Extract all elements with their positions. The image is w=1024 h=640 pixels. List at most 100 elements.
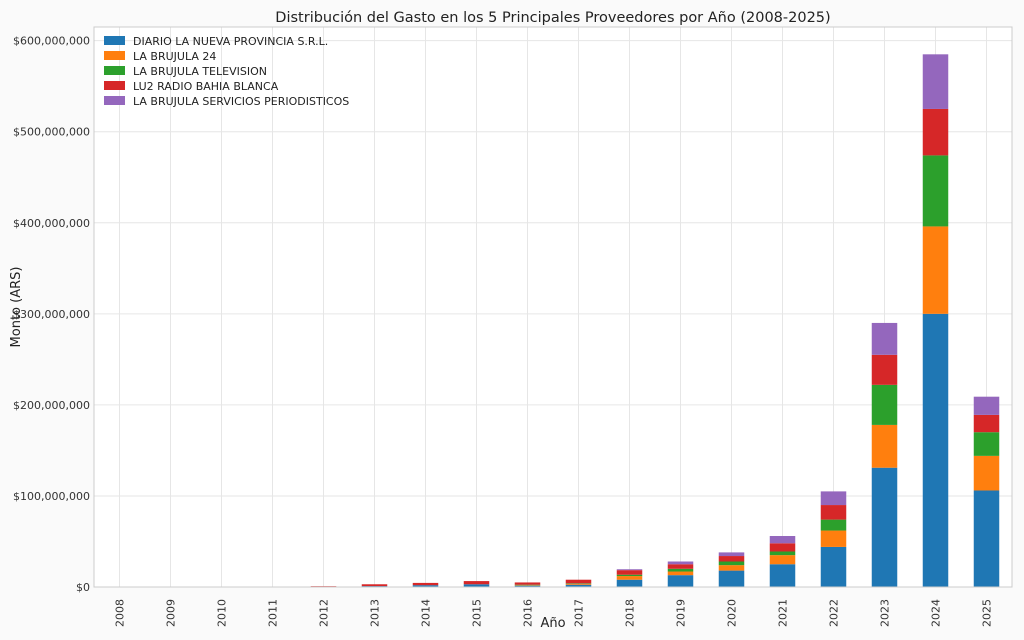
bar-segment	[769, 551, 796, 556]
bar-segment	[514, 585, 541, 587]
legend-swatch	[104, 66, 125, 75]
bar-segment	[463, 581, 490, 585]
bar-segment	[718, 565, 745, 571]
x-tick-label: 2018	[624, 599, 637, 627]
bar-segment	[718, 561, 745, 566]
bar-segment	[565, 583, 592, 585]
bar-segment	[820, 530, 847, 547]
x-tick-label: 2009	[165, 599, 178, 627]
bar-segment	[973, 396, 1000, 415]
bar-segment	[871, 467, 898, 587]
bar-segment	[922, 226, 949, 314]
bar-segment	[463, 584, 490, 587]
bar-segment	[667, 571, 694, 576]
y-tick-label: $200,000,000	[13, 399, 90, 412]
plot-area	[94, 27, 1012, 587]
y-axis-title: Monto (ARS)	[9, 267, 24, 348]
x-tick-label: 2013	[369, 599, 382, 627]
bar-segment	[820, 491, 847, 506]
x-tick-label: 2011	[267, 599, 280, 627]
bar-segment	[412, 585, 439, 587]
legend: DIARIO LA NUEVA PROVINCIA S.R.L. LA BRUJU…	[104, 35, 349, 108]
bar-segment	[616, 574, 643, 577]
chart-title: Distribución del Gasto en los 5 Principa…	[275, 10, 830, 26]
bar-segment	[922, 54, 949, 109]
x-tick-label: 2021	[777, 599, 790, 627]
bar-segment	[514, 585, 541, 586]
bar-segment	[973, 455, 1000, 491]
y-tick-label: $0	[76, 581, 90, 594]
legend-label: LA BRUJULA 24	[133, 50, 216, 63]
bar-segment	[616, 570, 643, 575]
bar-segment	[922, 155, 949, 227]
bar-segment	[667, 561, 694, 565]
y-tick-label: $300,000,000	[13, 308, 90, 321]
x-tick-label: 2016	[522, 599, 535, 627]
bar-segment	[769, 536, 796, 544]
bar-segment	[667, 564, 694, 569]
bar-segment	[718, 570, 745, 587]
axes: $0 $100,000,000 $200,000,000 $300,000,000 $4…	[13, 26, 1013, 627]
bars	[259, 54, 1000, 588]
plot-frame	[93, 26, 1013, 588]
bar-segment	[973, 490, 1000, 587]
bar-segment	[820, 546, 847, 587]
bar-segment	[667, 575, 694, 587]
y-tick-label: $600,000,000	[13, 35, 90, 48]
legend-label: LA BRUJULA SERVICIOS PERIODISTICOS	[133, 95, 349, 108]
x-tick-label: 2014	[420, 599, 433, 627]
x-tick-label: 2015	[471, 599, 484, 627]
bar-segment	[973, 432, 1000, 456]
y-tick-label: $400,000,000	[13, 217, 90, 230]
x-tick-label: 2019	[675, 599, 688, 627]
bar-segment	[565, 584, 592, 587]
bar-segment	[922, 313, 949, 587]
grid	[94, 27, 1012, 588]
bar-segment	[820, 519, 847, 531]
bar-segment	[871, 384, 898, 425]
bar-segment	[718, 556, 745, 562]
bar-segment	[412, 582, 439, 586]
x-tick-label: 2023	[879, 599, 892, 627]
legend-swatch	[104, 36, 125, 45]
bar-segment	[718, 552, 745, 557]
x-tick-label: 2008	[114, 599, 127, 627]
bar-segment	[871, 354, 898, 385]
bar-segment	[565, 579, 592, 584]
x-tick-label: 2022	[828, 599, 841, 627]
legend-swatch	[104, 51, 125, 60]
bar-segment	[769, 555, 796, 565]
x-axis-title: Año	[540, 616, 565, 631]
bar-segment	[871, 424, 898, 468]
x-tick-label: 2012	[318, 599, 331, 627]
bar-segment	[565, 583, 592, 584]
x-tick-label: 2025	[981, 599, 994, 627]
bar-segment	[514, 584, 541, 586]
legend-swatch	[104, 96, 125, 105]
bar-segment	[514, 582, 541, 585]
bar-segment	[769, 543, 796, 552]
legend-label: LA BRUJULA TELEVISION	[133, 65, 267, 78]
bar-segment	[361, 584, 388, 587]
bar-segment	[310, 586, 337, 587]
y-tick-label: $100,000,000	[13, 490, 90, 503]
bar-segment	[616, 576, 643, 580]
bar-segment	[667, 568, 694, 572]
bar-segment	[973, 414, 1000, 433]
bar-segment	[922, 108, 949, 156]
legend-label: LU2 RADIO BAHIA BLANCA	[133, 80, 279, 93]
y-tick-label: $500,000,000	[13, 126, 90, 139]
legend-swatch	[104, 81, 125, 90]
x-tick-label: 2010	[216, 599, 229, 627]
x-tick-label: 2020	[726, 599, 739, 627]
bar-segment	[616, 569, 643, 571]
legend-label: DIARIO LA NUEVA PROVINCIA S.R.L.	[133, 35, 328, 48]
bar-segment	[769, 564, 796, 587]
bar-segment	[616, 579, 643, 587]
x-tick-label: 2017	[573, 599, 586, 627]
bar-segment	[871, 322, 898, 355]
bar-segment	[820, 505, 847, 520]
x-tick-label: 2024	[930, 599, 943, 627]
